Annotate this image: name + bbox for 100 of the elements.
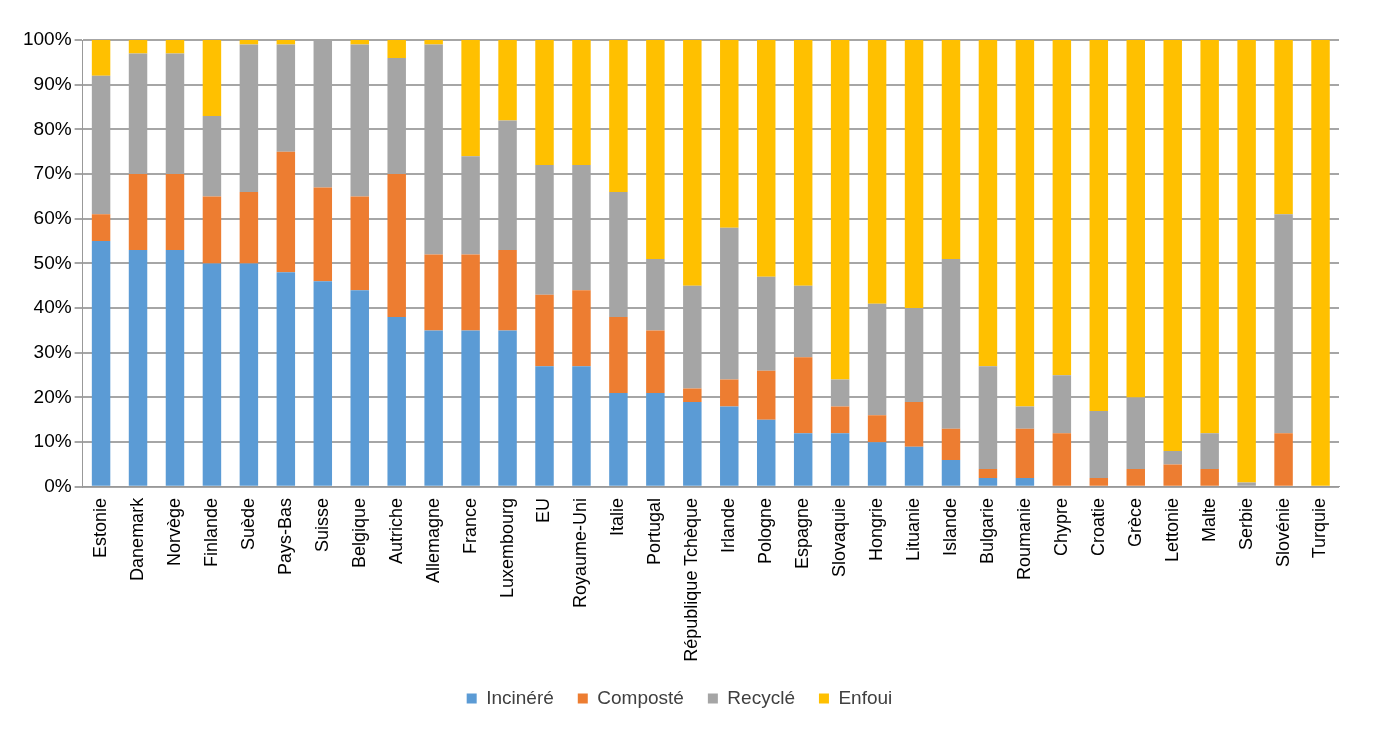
x-tick-label: Islande (939, 497, 960, 556)
x-tick-label: Lettonie (1161, 497, 1182, 562)
x-tick-label: Autriche (385, 497, 406, 564)
bar (387, 317, 406, 486)
x-tick-label: Suisse (311, 497, 332, 552)
x-tick-label: Bulgarie (976, 497, 997, 564)
bar (1200, 40, 1219, 434)
bar (1126, 40, 1145, 398)
bar (461, 330, 480, 486)
bar (276, 151, 296, 273)
bar (867, 40, 887, 304)
bar (498, 40, 517, 121)
bar (572, 40, 591, 166)
bar (867, 415, 887, 443)
x-tick-label: Italie (607, 497, 628, 536)
bar (350, 196, 369, 291)
bar (867, 442, 887, 486)
bar (128, 40, 148, 54)
x-tick-label: Lituanie (903, 497, 924, 561)
bar (239, 263, 259, 486)
bar (720, 40, 739, 228)
y-tick-label: 10% (33, 430, 72, 452)
bar (1015, 40, 1035, 407)
x-tick-label: Malte (1198, 497, 1219, 542)
bar (1052, 40, 1072, 376)
bar (165, 174, 185, 251)
bar (1274, 433, 1293, 486)
bar (978, 469, 998, 478)
y-tick-label: 20% (33, 385, 72, 407)
bar (609, 317, 628, 394)
bar (1163, 464, 1182, 486)
bar (1015, 477, 1035, 486)
x-tick-label: Hongrie (866, 497, 887, 561)
bar (1200, 469, 1219, 486)
x-tick-label: Pologne (755, 497, 776, 564)
bar (1274, 40, 1293, 215)
bar (646, 393, 665, 486)
bar (461, 254, 480, 331)
x-tick-label: Slovénie (1272, 497, 1293, 567)
bar (941, 40, 961, 259)
bar (756, 419, 776, 486)
legend-label: Incinéré (486, 686, 554, 708)
bar (941, 460, 961, 486)
y-tick-label: 100% (22, 28, 72, 50)
bar (756, 40, 776, 277)
bar (461, 40, 480, 157)
x-tick-label: Irlande (718, 497, 739, 553)
bar (202, 196, 222, 264)
bar (609, 393, 628, 486)
bar (239, 191, 259, 264)
y-tick-label: 80% (33, 117, 72, 139)
bar (128, 174, 148, 251)
bar (1163, 40, 1182, 452)
bar (793, 40, 813, 286)
x-tick-label: Turquie (1309, 497, 1330, 559)
x-tick-label: Allemagne (422, 497, 443, 583)
x-tick-label: EU (533, 497, 554, 523)
bar (683, 401, 702, 486)
bar (91, 214, 111, 242)
x-tick-label: Espagne (792, 497, 813, 569)
bar (350, 290, 369, 486)
bar (646, 330, 665, 394)
bar (1311, 40, 1330, 486)
bar (387, 174, 406, 318)
legend-label: Recyclé (727, 686, 795, 708)
y-tick-label: 30% (33, 341, 72, 363)
x-tick-label: Suède (237, 497, 258, 550)
bar (1237, 40, 1256, 483)
x-tick-label: Luxembourg (496, 497, 517, 598)
x-tick-label: Croatie (1087, 497, 1108, 556)
bar (202, 263, 222, 486)
x-tick-label: Slovaquie (829, 497, 850, 577)
bar (683, 388, 702, 402)
bar (830, 406, 850, 434)
x-tick-label: France (459, 497, 480, 554)
bar (1015, 406, 1035, 429)
bar (830, 433, 850, 486)
bar (387, 40, 406, 58)
y-tick-label: 60% (33, 206, 72, 228)
x-tick-label: Estonie (90, 497, 111, 558)
bar (424, 254, 443, 331)
bar (978, 477, 998, 486)
bar (535, 40, 554, 166)
x-tick-label: Roumanie (1013, 497, 1034, 580)
bar (165, 40, 185, 54)
bar (276, 272, 296, 486)
legend-label: Enfoui (838, 686, 893, 708)
bar (720, 406, 739, 486)
bar (424, 40, 443, 45)
bar (1163, 451, 1182, 465)
x-tick-label: Grèce (1124, 497, 1145, 547)
y-tick-label: 90% (33, 72, 72, 94)
y-tick-label: 40% (33, 296, 72, 318)
x-tick-label: Portugal (644, 497, 665, 565)
bar (165, 250, 185, 486)
bar (202, 40, 222, 116)
bar (572, 290, 591, 367)
bar (756, 370, 776, 420)
x-tick-label: Pays-Bas (274, 497, 295, 575)
bar (313, 281, 333, 486)
